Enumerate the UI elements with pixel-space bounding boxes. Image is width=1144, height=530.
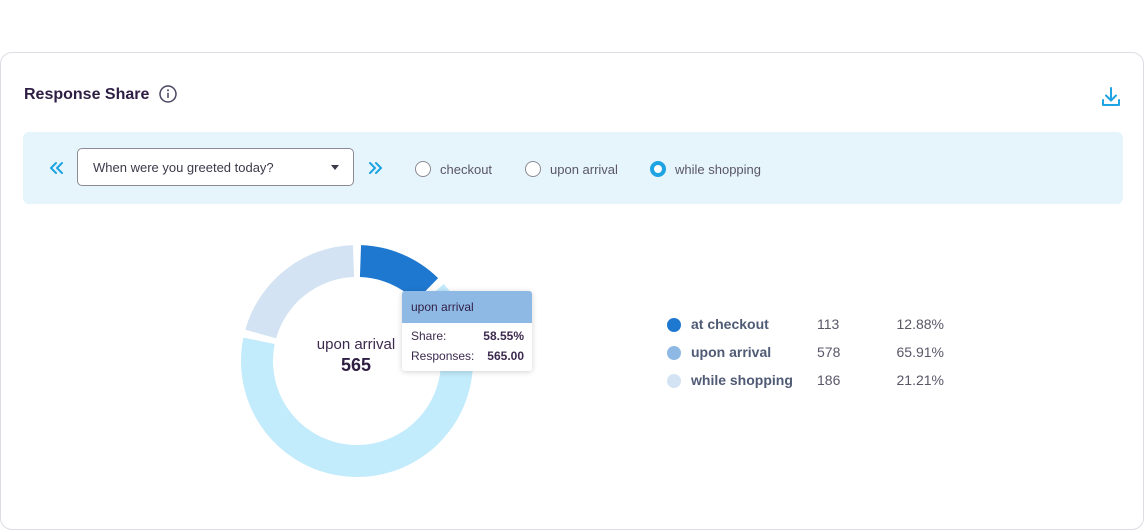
legend-name: while shopping <box>691 372 793 388</box>
radio-label: checkout <box>440 161 493 177</box>
tooltip-value: 58.55% <box>483 329 524 343</box>
double-chevron-left-icon[interactable] <box>47 158 67 178</box>
legend-count: 578 <box>817 344 841 360</box>
info-icon[interactable] <box>158 84 178 104</box>
legend-item-upon-arrival[interactable]: upon arrival 578 65.91% <box>667 343 957 363</box>
double-chevron-right-icon[interactable] <box>365 158 385 178</box>
radio-circle-checked[interactable] <box>650 161 666 177</box>
legend-count: 186 <box>817 372 841 388</box>
radio-upon-arrival[interactable]: upon arrival <box>525 160 618 178</box>
donut-slice-at-checkout[interactable] <box>359 245 439 301</box>
legend-dot <box>667 318 681 332</box>
legend-name: at checkout <box>691 316 769 332</box>
radio-label: while shopping <box>675 161 762 177</box>
legend-item-at-checkout[interactable]: at checkout 113 12.88% <box>667 315 957 335</box>
question-select[interactable]: When were you greeted today? <box>77 148 354 186</box>
caret-down-icon <box>331 165 339 170</box>
legend-name: upon arrival <box>691 344 772 360</box>
legend-dot <box>667 346 681 360</box>
legend-percent: 21.21% <box>896 372 944 388</box>
legend-count: 113 <box>817 316 840 332</box>
tooltip-row-share: Share: 58.55% <box>411 329 524 343</box>
legend-percent: 12.88% <box>896 316 944 332</box>
chart-tooltip: upon arrival Share: 58.55% Responses: 56… <box>402 291 532 371</box>
donut-chart <box>241 245 473 477</box>
question-toolbar: When were you greeted today? checkout up… <box>23 132 1123 204</box>
tooltip-value: 565.00 <box>487 349 524 363</box>
response-share-card: Response Share When were you greeted tod… <box>0 52 1144 530</box>
legend-dot <box>667 374 681 388</box>
tooltip-label: Responses: <box>411 349 475 363</box>
legend-percent: 65.91% <box>896 344 944 360</box>
radio-while-shopping[interactable]: while shopping <box>650 160 761 178</box>
donut-slice-while-shopping[interactable] <box>245 245 355 339</box>
download-icon[interactable] <box>1099 85 1123 109</box>
radio-label: upon arrival <box>550 161 618 177</box>
tooltip-label: Share: <box>411 329 447 343</box>
donut-center-label: upon arrival <box>316 336 396 353</box>
donut-slice-upon-arrival[interactable] <box>241 283 473 477</box>
donut-center-value: 565 <box>340 355 372 375</box>
radio-circle[interactable] <box>525 161 541 177</box>
radio-checkout[interactable]: checkout <box>415 160 492 178</box>
tooltip-title: upon arrival <box>402 291 532 323</box>
card-title: Response Share <box>24 86 150 103</box>
radio-circle[interactable] <box>415 161 431 177</box>
question-select-value: When were you greeted today? <box>93 160 274 175</box>
legend-item-while-shopping[interactable]: while shopping 186 21.21% <box>667 371 957 391</box>
tooltip-row-responses: Responses: 565.00 <box>411 349 524 363</box>
